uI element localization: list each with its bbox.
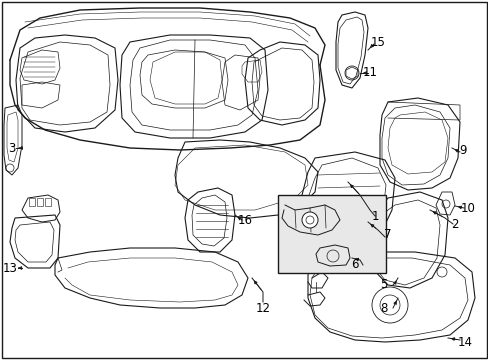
Text: 3: 3 [8, 141, 16, 154]
Text: 16: 16 [237, 213, 252, 226]
Text: 5: 5 [380, 279, 387, 292]
FancyBboxPatch shape [278, 195, 385, 273]
Text: 15: 15 [370, 36, 385, 49]
Text: 8: 8 [380, 302, 387, 315]
Text: 14: 14 [457, 336, 471, 348]
Text: 12: 12 [255, 302, 270, 315]
Text: 1: 1 [370, 210, 378, 222]
Text: 10: 10 [460, 202, 474, 215]
Text: 13: 13 [2, 261, 18, 274]
Text: 6: 6 [350, 258, 358, 271]
Text: 11: 11 [362, 67, 377, 80]
Text: 9: 9 [458, 144, 466, 157]
Circle shape [302, 212, 317, 228]
Text: 2: 2 [450, 217, 458, 230]
Text: 7: 7 [384, 229, 391, 242]
